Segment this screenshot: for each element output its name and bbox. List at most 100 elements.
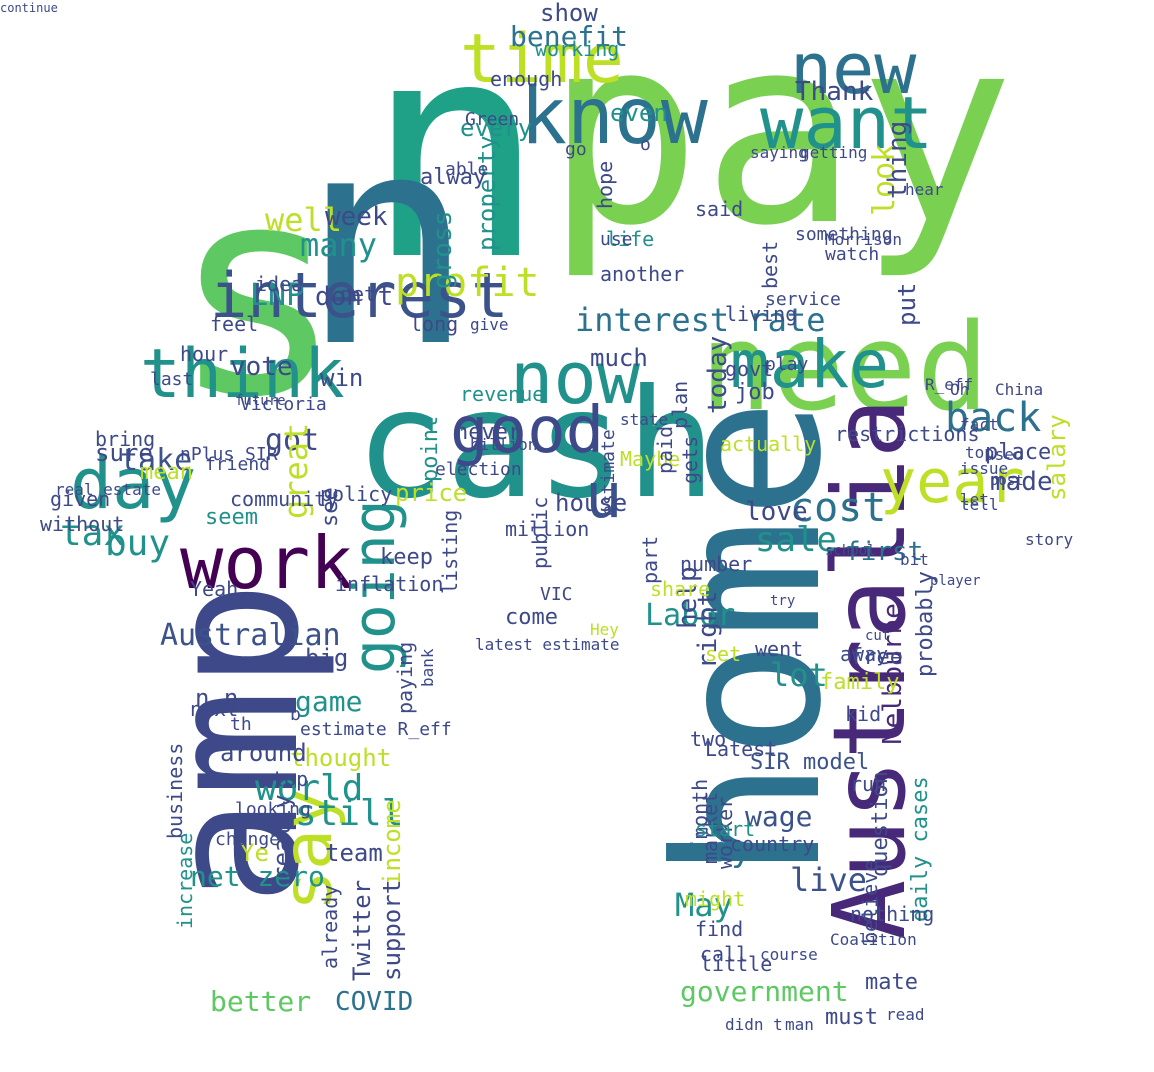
- word-cloud-word: government: [680, 974, 849, 1008]
- word-cloud-word: new: [790, 28, 917, 110]
- word-cloud-word: man: [785, 1015, 814, 1035]
- word-cloud-word: might: [685, 887, 746, 911]
- word-cloud-word: China: [995, 380, 1044, 400]
- word-cloud-word: gets: [678, 435, 702, 484]
- word-cloud-word: keep: [380, 545, 433, 571]
- word-cloud-word: tell: [960, 495, 999, 515]
- word-cloud-word: R_eff: [925, 375, 974, 395]
- word-cloud-word: think: [140, 334, 345, 414]
- word-cloud-word: didn t: [725, 1015, 783, 1035]
- word-cloud-word: game: [295, 684, 363, 718]
- word-cloud-word: Hey: [590, 620, 619, 640]
- word-cloud-word: Morrison: [825, 230, 903, 250]
- word-cloud-word: family: [820, 670, 900, 696]
- word-cloud-word: Oh: [950, 380, 970, 400]
- word-cloud-word: Coalition: [830, 930, 917, 950]
- word-cloud-word: cut: [865, 627, 891, 644]
- word-cloud-word: go: [565, 138, 587, 160]
- word-cloud-word: bank: [418, 648, 437, 688]
- word-cloud-word: mate: [865, 970, 918, 996]
- word-cloud-word: sale: [755, 519, 837, 560]
- word-cloud-word: Green: [465, 108, 520, 130]
- word-cloud-word: community: [230, 487, 339, 511]
- word-cloud-word: future: [235, 392, 286, 409]
- word-cloud-word: time: [460, 19, 624, 99]
- word-cloud-word: top: [965, 443, 994, 463]
- word-cloud-word: change: [215, 828, 281, 850]
- word-cloud-word: state: [620, 410, 669, 430]
- word-cloud-word: living: [725, 302, 798, 326]
- word-cloud-word: service: [765, 288, 841, 310]
- word-cloud-word: team: [325, 838, 383, 867]
- word-cloud-word: b: [290, 703, 301, 725]
- word-cloud-word: Australian: [160, 618, 341, 653]
- word-cloud-word: wage: [745, 799, 813, 833]
- word-cloud-word: well: [265, 201, 343, 240]
- word-cloud-word: said: [695, 197, 744, 221]
- word-cloud-word: come: [505, 605, 558, 631]
- word-cloud-word: alway: [420, 165, 487, 191]
- word-cloud-word: policy: [320, 482, 393, 506]
- word-cloud-word: every: [460, 113, 533, 142]
- word-cloud-word: post: [990, 472, 1024, 489]
- word-cloud-word: pay: [545, 0, 1015, 283]
- word-cloud-word: given: [50, 487, 111, 511]
- word-cloud-word: call: [700, 942, 749, 966]
- word-cloud-word: place: [985, 440, 1052, 466]
- word-cloud-word: two: [690, 727, 727, 751]
- word-cloud-word: hour: [180, 342, 229, 366]
- word-cloud-word: looking: [235, 798, 311, 820]
- word-cloud-word: don t: [315, 282, 394, 313]
- word-cloud-word: paying: [393, 641, 417, 714]
- word-cloud-word: long: [410, 312, 459, 336]
- word-cloud-word: latest estimate: [475, 635, 620, 655]
- word-cloud-word: run: [850, 772, 887, 796]
- word-cloud-word: make: [730, 326, 889, 404]
- word-cloud-word: friend: [205, 453, 271, 475]
- word-cloud-word: country: [730, 832, 815, 856]
- word-cloud-word: way: [690, 829, 752, 870]
- word-cloud-word: must: [825, 1005, 878, 1031]
- word-cloud-word: without: [40, 512, 125, 536]
- word-cloud-word: last: [150, 368, 194, 390]
- word-cloud-word: set: [705, 642, 742, 666]
- word-cloud-word: tax: [60, 513, 126, 555]
- word-cloud-word: school: [825, 542, 876, 559]
- word-cloud-word: back: [945, 395, 1042, 441]
- word-cloud-word: n: [365, 0, 546, 326]
- word-cloud-word: mean: [140, 460, 193, 486]
- word-cloud-word: th: [230, 713, 252, 735]
- word-cloud-word: put: [893, 282, 921, 326]
- word-cloud-word: share: [650, 577, 711, 601]
- word-cloud-word: net zero: [190, 859, 325, 893]
- word-cloud-word: benefit: [510, 19, 629, 53]
- word-cloud-word: start: [695, 817, 756, 841]
- word-cloud-word: something: [795, 223, 893, 245]
- word-cloud-word: watch: [825, 243, 880, 265]
- word-cloud-word: even: [610, 98, 668, 127]
- word-cloud-word: price: [395, 478, 468, 507]
- word-cloud-word: issue: [960, 459, 1009, 479]
- word-cloud-word: n n: [195, 683, 239, 712]
- word-cloud-word: little: [700, 952, 773, 976]
- word-cloud-word: property: [473, 135, 501, 251]
- word-cloud-word: fact: [960, 415, 999, 435]
- word-cloud-word: election: [435, 458, 522, 480]
- word-cloud-word: number: [680, 552, 753, 576]
- word-cloud-word: n: [300, 74, 475, 411]
- word-cloud-word: s: [170, 124, 345, 461]
- word-cloud-word: daily cases: [908, 776, 933, 923]
- word-cloud-word: profit: [395, 260, 540, 306]
- word-cloud-word: made: [990, 467, 1053, 498]
- word-cloud-word: interest rate: [575, 301, 826, 340]
- word-cloud-word: LNP: [250, 278, 305, 313]
- word-cloud-word: hope: [593, 160, 617, 209]
- word-cloud-word: seem: [205, 505, 258, 531]
- word-cloud-word: cost: [790, 485, 887, 531]
- word-cloud-word: now: [510, 336, 641, 421]
- word-cloud-word: never: [455, 420, 522, 446]
- word-cloud-word: away: [840, 642, 889, 666]
- word-cloud-word: Victoria: [240, 393, 327, 415]
- word-cloud-word: give: [470, 315, 509, 335]
